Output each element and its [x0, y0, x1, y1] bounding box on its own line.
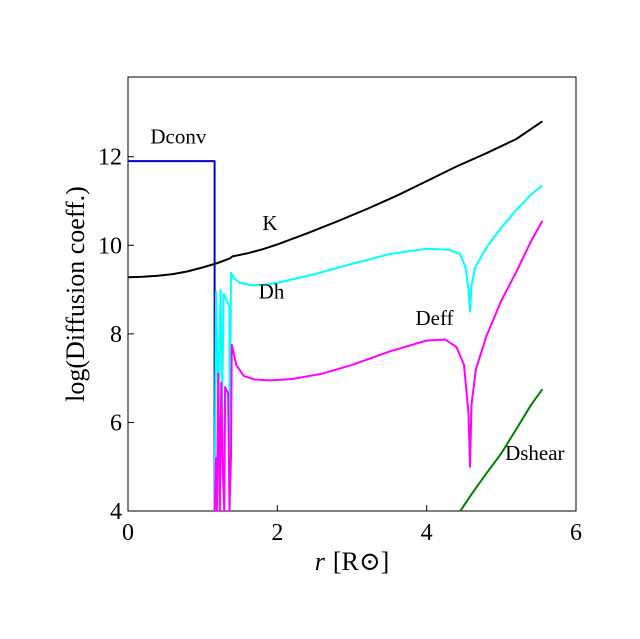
- y-tick-label: 12: [98, 145, 122, 171]
- series-line-dshear: [459, 388, 544, 512]
- x-tick-label: 0: [122, 520, 134, 546]
- x-axis-label-italic: r: [315, 547, 326, 576]
- series-label-dh: Dh: [259, 279, 285, 303]
- series-line-deff: [213, 220, 544, 512]
- y-tick-label: 10: [98, 233, 122, 259]
- series-label-deff: Deff: [415, 306, 453, 330]
- x-tick-label: 2: [271, 520, 283, 546]
- x-axis-label-unit: [R⊙]: [333, 547, 389, 576]
- y-tick-label: 8: [110, 322, 122, 348]
- curve-labels: Dconv K Dh Deff Dshear: [150, 124, 564, 465]
- x-axis-label: r [R⊙]: [315, 547, 390, 576]
- series-label-k: K: [262, 211, 277, 235]
- series-label-dshear: Dshear: [505, 441, 564, 465]
- axis-ticks: 0 2 4 6 4 6 8 10 12: [98, 145, 582, 546]
- curves: [127, 120, 544, 512]
- y-tick-label: 4: [110, 499, 122, 525]
- series-label-dconv: Dconv: [150, 124, 206, 148]
- x-tick-label: 6: [570, 520, 582, 546]
- series-line-dh: [213, 184, 544, 512]
- y-tick-label: 6: [110, 410, 122, 436]
- x-tick-label: 4: [421, 520, 433, 546]
- series-line-dconv: [128, 160, 216, 511]
- plot-frame: [127, 76, 577, 512]
- y-axis-label: log(Diffusion coeff.): [61, 186, 90, 402]
- series-line-k: [127, 120, 543, 279]
